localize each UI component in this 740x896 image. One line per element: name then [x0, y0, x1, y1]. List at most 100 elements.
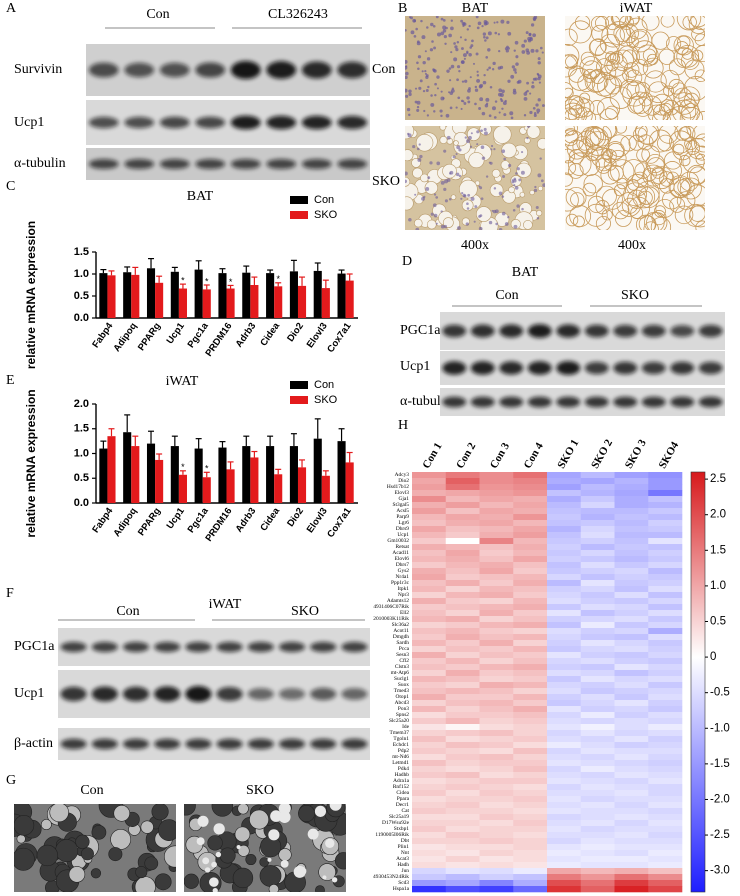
- adipocyte: [606, 59, 619, 72]
- heatmap-cell: [479, 490, 514, 497]
- nucleus: [435, 222, 438, 225]
- bar: [178, 474, 187, 503]
- heatmap-cell: [479, 640, 514, 647]
- blot: [58, 670, 370, 718]
- adipocyte: [674, 205, 694, 225]
- adipocyte: [651, 31, 670, 50]
- row-label: Ide: [402, 724, 409, 730]
- nucleus: [423, 109, 426, 113]
- blot-band: [88, 158, 119, 170]
- nucleus: [488, 114, 492, 118]
- heatmap-cell: [614, 526, 649, 533]
- nucleus: [470, 44, 474, 48]
- heatmap-cell: [580, 610, 615, 617]
- heatmap-cell: [648, 742, 683, 749]
- nucleus: [440, 114, 443, 118]
- micrograph: [565, 126, 705, 230]
- heatmap-cell: [479, 520, 514, 527]
- heatmap-cell: [412, 646, 447, 653]
- heatmap-cell: [479, 880, 514, 887]
- heatmap-cell: [479, 526, 514, 533]
- nucleus: [513, 184, 516, 187]
- blot-band: [216, 686, 243, 702]
- heatmap-cell: [547, 766, 582, 773]
- heatmap-cell: [580, 634, 615, 641]
- heatmap-cell: [479, 706, 514, 713]
- nucleus: [426, 26, 429, 29]
- nucleus: [501, 211, 506, 216]
- nucleus: [405, 75, 408, 80]
- nucleus: [525, 48, 530, 53]
- adipocyte: [565, 188, 579, 212]
- adipocyte: [669, 177, 691, 198]
- lipid-droplet: [439, 136, 448, 144]
- heatmap-cell: [412, 532, 447, 539]
- heatmap-cell: [547, 862, 582, 869]
- lipid-droplet: [508, 186, 515, 194]
- lipid-droplet: [475, 206, 492, 222]
- nucleus: [478, 226, 483, 230]
- blot-band: [124, 62, 155, 78]
- nucleus: [507, 216, 510, 219]
- nucleus: [427, 85, 430, 89]
- nucleus: [526, 81, 530, 85]
- adipocyte: [565, 126, 575, 137]
- row-label: Letmd1: [392, 760, 409, 766]
- adipocyte: [667, 106, 692, 120]
- bar: [313, 270, 322, 318]
- row-label: mt-Atp6: [391, 670, 410, 676]
- heatmap-cell: [445, 634, 480, 641]
- heatmap-cell: [648, 778, 683, 785]
- heatmap-cell: [614, 472, 649, 479]
- row-label: 4930453N24Rik: [373, 874, 409, 880]
- adipocyte: [610, 159, 635, 184]
- nucleus: [485, 56, 489, 59]
- heatmap-cell: [479, 484, 514, 491]
- blot: [440, 351, 725, 385]
- adipocyte: [676, 16, 702, 31]
- nucleus: [446, 69, 450, 73]
- heatmap-cell: [513, 646, 548, 653]
- heatmap-cell: [445, 712, 480, 719]
- heatmap-cell: [648, 688, 683, 695]
- heatmap-cell: [648, 748, 683, 755]
- lipid-droplet: [523, 220, 533, 230]
- heatmap-cell: [648, 826, 683, 833]
- nucleus: [466, 202, 469, 206]
- blot-band: [154, 641, 181, 653]
- adipocyte: [565, 148, 576, 164]
- row-label: Adcy3: [395, 472, 410, 478]
- nucleus: [453, 57, 458, 62]
- column-label: iWAT: [620, 1, 653, 16]
- nucleus: [471, 39, 474, 43]
- heatmap-cell: [412, 544, 447, 551]
- heatmap-cell: [580, 820, 615, 827]
- magnification: 400x: [461, 238, 489, 253]
- nucleus: [429, 161, 433, 165]
- heatmap-cell: [614, 736, 649, 743]
- adipocyte: [641, 16, 660, 31]
- adipocyte: [579, 56, 603, 79]
- heatmap-cell: [479, 502, 514, 509]
- adipocyte: [627, 95, 646, 114]
- tissue: [565, 16, 705, 120]
- nucleus: [421, 35, 426, 40]
- heatmap-cell: [445, 832, 480, 839]
- heatmap-cell: [479, 754, 514, 761]
- adipocyte: [620, 135, 637, 152]
- nucleus: [462, 193, 466, 197]
- panel-label: B: [398, 1, 407, 16]
- nucleus: [442, 29, 447, 33]
- heatmap-cell: [580, 658, 615, 665]
- bar: [99, 448, 108, 503]
- heatmap-cell: [513, 826, 548, 833]
- nucleus: [462, 100, 465, 103]
- heatmap-cell: [412, 634, 447, 641]
- adipocyte: [642, 57, 664, 79]
- mitochondrion: [259, 865, 282, 887]
- blot-band: [499, 396, 524, 408]
- row-label: Ppara: [397, 796, 410, 802]
- adipocyte: [643, 221, 659, 230]
- heatmap-cell: [513, 562, 548, 569]
- column-label: Con 3: [488, 440, 513, 471]
